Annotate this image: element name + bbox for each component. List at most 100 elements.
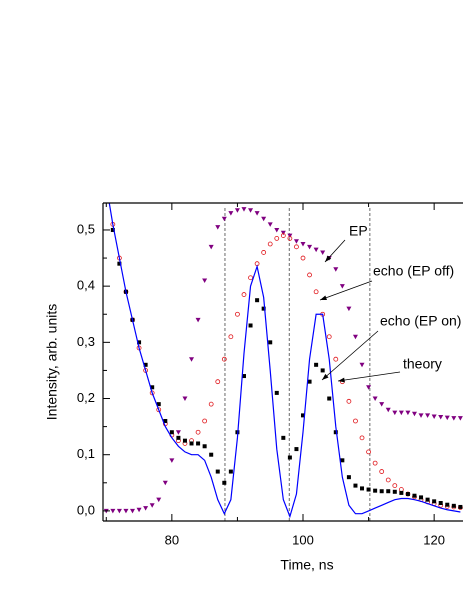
marker — [432, 499, 437, 504]
marker — [136, 507, 142, 513]
marker — [287, 455, 292, 460]
y-tick-label: 0,1 — [77, 446, 95, 461]
marker — [202, 418, 208, 424]
marker — [123, 508, 129, 514]
marker — [320, 250, 326, 255]
marker — [293, 239, 299, 244]
x-axis-title: Time, ns — [280, 557, 333, 573]
marker — [411, 411, 417, 417]
annotation-label: echo (EP on) — [380, 313, 461, 329]
marker — [405, 492, 410, 497]
marker — [346, 475, 351, 480]
marker — [116, 508, 122, 514]
marker — [405, 410, 411, 416]
marker — [228, 211, 234, 216]
marker — [307, 272, 312, 278]
marker — [156, 402, 161, 407]
marker — [274, 227, 280, 233]
marker — [346, 398, 352, 404]
marker — [392, 489, 397, 494]
marker — [419, 495, 424, 500]
annotation-label: echo (EP off) — [373, 263, 454, 279]
marker — [346, 306, 352, 312]
marker — [412, 493, 417, 498]
marker — [221, 216, 227, 222]
marker — [294, 447, 299, 452]
marker — [458, 504, 463, 509]
marker — [352, 334, 358, 340]
marker — [104, 194, 108, 198]
marker — [215, 469, 220, 474]
marker — [386, 489, 391, 494]
theory-line — [108, 203, 461, 519]
marker — [444, 415, 450, 421]
marker — [110, 508, 116, 514]
marker — [280, 233, 286, 238]
marker — [117, 261, 122, 266]
annotation-label: theory — [403, 356, 442, 372]
marker — [280, 230, 286, 236]
marker — [267, 222, 273, 227]
marker — [228, 469, 233, 474]
marker — [398, 410, 404, 416]
marker — [156, 497, 162, 503]
marker — [326, 334, 332, 340]
marker — [162, 480, 168, 486]
marker — [241, 374, 246, 379]
marker — [314, 362, 319, 367]
marker — [294, 244, 299, 250]
marker — [379, 402, 385, 407]
x-tick-label: 80 — [165, 532, 179, 547]
marker — [385, 477, 391, 483]
marker — [287, 235, 293, 241]
marker — [143, 506, 149, 511]
marker — [215, 225, 221, 230]
marker — [261, 216, 267, 222]
y-axis-title: Intensity, arb. units — [44, 304, 60, 420]
marker — [300, 242, 306, 247]
marker — [241, 292, 247, 297]
marker — [137, 340, 142, 345]
marker — [373, 488, 378, 493]
marker — [169, 458, 175, 463]
marker — [130, 508, 136, 514]
y-tick-label: 0,3 — [77, 334, 95, 349]
marker — [379, 469, 385, 474]
marker — [234, 208, 240, 213]
marker — [372, 396, 378, 402]
marker — [228, 334, 234, 340]
marker — [438, 415, 444, 420]
marker — [385, 407, 391, 413]
marker — [281, 435, 286, 440]
marker — [307, 379, 312, 384]
marker — [248, 275, 253, 281]
marker — [182, 396, 188, 402]
marker — [300, 255, 306, 261]
marker — [195, 317, 201, 323]
marker — [149, 503, 155, 508]
marker — [392, 410, 398, 416]
marker — [208, 401, 214, 407]
x-tick-label: 120 — [423, 532, 445, 547]
marker — [425, 413, 431, 418]
marker — [248, 208, 254, 213]
marker — [359, 435, 365, 441]
marker — [104, 183, 108, 187]
marker — [339, 284, 345, 289]
marker — [399, 490, 404, 495]
marker — [241, 207, 247, 212]
annotation-arrow — [337, 371, 401, 382]
marker — [221, 356, 227, 362]
marker — [313, 247, 319, 253]
marker — [196, 441, 201, 446]
marker — [182, 438, 187, 443]
x-tick-label: 100 — [292, 532, 314, 547]
marker — [287, 233, 293, 239]
marker — [189, 357, 195, 362]
marker — [202, 278, 208, 284]
marker — [175, 430, 181, 435]
arrow-head — [325, 255, 332, 262]
marker — [313, 289, 319, 295]
marker — [320, 368, 325, 373]
y-tick-label: 0,0 — [77, 502, 95, 517]
